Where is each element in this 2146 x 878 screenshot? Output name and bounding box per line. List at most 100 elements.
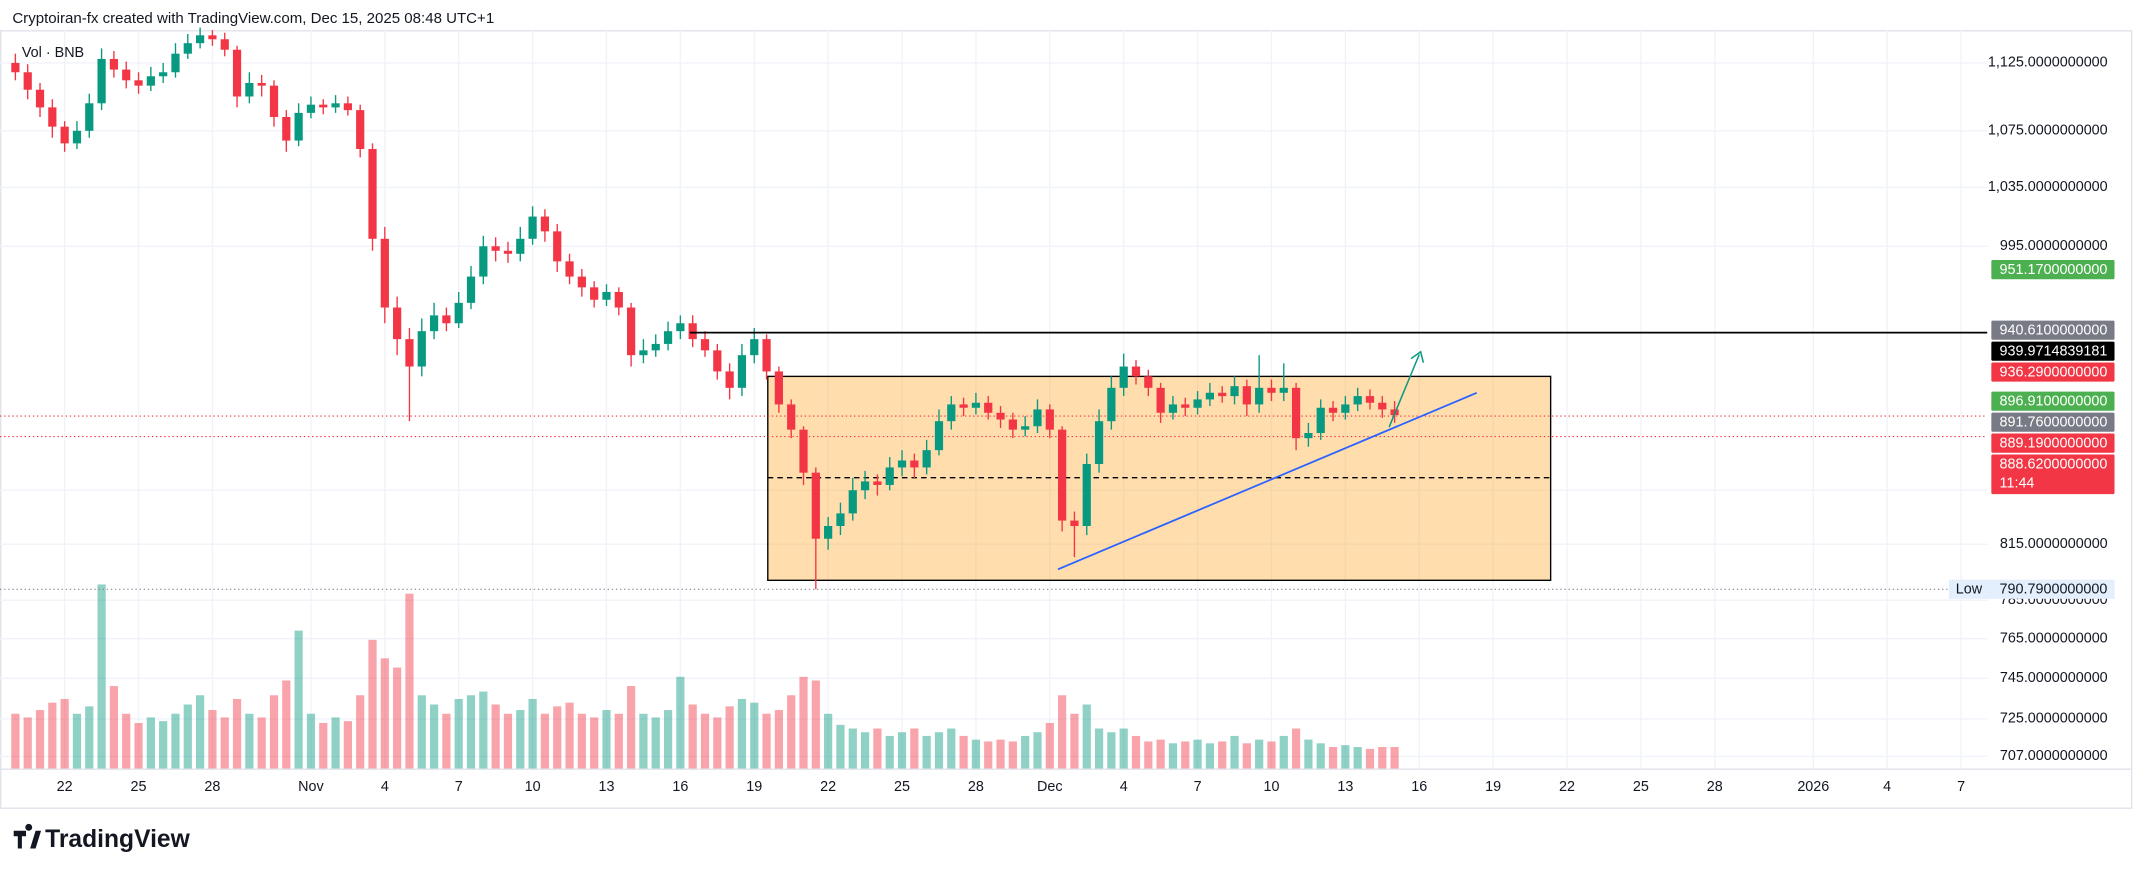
volume-bar — [750, 702, 759, 770]
volume-bar — [971, 739, 981, 770]
candle-body — [23, 72, 32, 90]
price-tag-label: 936.2900000000 — [2000, 365, 2108, 381]
volume-bar — [824, 713, 833, 770]
candle-body — [220, 39, 229, 50]
volume-bar — [60, 698, 69, 770]
x-tick-label: 22 — [1559, 779, 1575, 795]
candle-body — [860, 481, 870, 491]
candle-body — [282, 116, 291, 141]
volume-bar — [553, 706, 562, 770]
price-tag-label: 940.6100000000 — [2000, 323, 2108, 339]
volume-bar — [1119, 728, 1128, 770]
volume-bar — [1304, 739, 1313, 770]
volume-bar — [1341, 745, 1350, 770]
volume-bar — [1353, 747, 1362, 770]
candle-body — [503, 250, 513, 254]
x-tick-label: 4 — [1120, 779, 1128, 795]
volume-bar — [122, 713, 131, 770]
x-tick-label: 22 — [57, 779, 73, 795]
volume-bar — [1378, 747, 1387, 770]
volume-bar — [811, 680, 820, 770]
candle-body — [971, 402, 981, 408]
volume-bar — [35, 710, 45, 770]
candle-body — [565, 261, 574, 277]
countdown: 11:44 — [2000, 476, 2035, 492]
y-tick-label: 995.0000000000 — [2000, 238, 2108, 254]
x-tick-label: 7 — [1957, 779, 1965, 795]
volume-bar — [380, 658, 389, 770]
volume-bar — [1193, 739, 1202, 770]
candle-body — [553, 231, 562, 262]
candle-body — [294, 112, 303, 141]
trend-line — [1057, 391, 1478, 571]
candle-body — [1365, 396, 1375, 403]
volume-bar — [602, 710, 611, 770]
volume-bar — [565, 702, 574, 770]
volume-bar — [836, 724, 845, 770]
x-tick-label: Dec — [1037, 779, 1063, 795]
candle-body — [380, 238, 389, 308]
candle-body — [1218, 392, 1227, 397]
candle-body — [614, 291, 623, 308]
arrow-line — [1388, 354, 1420, 428]
candle-body — [356, 110, 365, 149]
volume-bar — [429, 704, 439, 770]
volume-bar — [11, 713, 20, 770]
volume-bar — [885, 735, 894, 770]
candle-body — [639, 350, 648, 356]
candle-body — [454, 302, 463, 324]
x-tick-label: 28 — [1707, 779, 1723, 795]
candle-body — [405, 339, 414, 367]
candle-body — [897, 460, 907, 468]
volume-bar — [269, 695, 279, 770]
volume-bar — [774, 710, 783, 770]
volume-bar — [848, 728, 857, 770]
candle-body — [996, 412, 1005, 420]
candle-body — [466, 276, 476, 303]
volume-bar — [491, 704, 500, 770]
candle-body — [1205, 392, 1214, 400]
price-tag-label: 896.9100000000 — [2000, 394, 2108, 410]
volume-bar — [405, 593, 414, 770]
y-tick-label: 1,125.0000000000 — [1988, 55, 2108, 71]
candle-body — [183, 43, 192, 54]
volume-bar — [1181, 741, 1190, 770]
candle-body — [688, 323, 697, 340]
candle-body — [35, 89, 45, 108]
volume-bar — [910, 728, 919, 770]
x-tick-label: 28 — [968, 779, 984, 795]
candle-body — [811, 472, 820, 539]
volume-bar — [319, 722, 328, 770]
price-tag — [1991, 433, 2115, 453]
volume-bar — [787, 695, 796, 770]
candle-body — [85, 103, 94, 131]
candle-body — [429, 315, 439, 332]
candle-body — [1082, 463, 1091, 527]
volume-bar — [48, 702, 57, 770]
candle-body — [331, 103, 340, 108]
volume-bar — [1058, 695, 1067, 770]
candle-body — [1291, 387, 1301, 439]
volume-bar — [171, 713, 180, 770]
volume-bar — [873, 728, 882, 770]
x-tick-label: 10 — [1263, 779, 1279, 795]
candle-body — [627, 307, 636, 356]
low-tag — [1948, 579, 2115, 599]
volume-bar — [282, 680, 291, 770]
candle-body — [159, 72, 168, 77]
volume-bar — [466, 695, 476, 770]
y-tick-label: 1,035.0000000000 — [1988, 179, 2108, 195]
y-tick-label: 707.0000000000 — [2000, 748, 2108, 764]
volume-bar — [1070, 713, 1079, 770]
price-tag — [1991, 341, 2115, 361]
candle-body — [97, 58, 106, 104]
volume-bar — [503, 713, 513, 770]
volume-bar — [516, 710, 525, 770]
x-tick-label: 2026 — [1797, 779, 1829, 795]
volume-bar — [97, 584, 106, 770]
volume-bar — [614, 713, 623, 770]
candle-body — [257, 82, 266, 86]
volume-bar — [72, 713, 82, 770]
price-tag — [1991, 454, 2115, 495]
candle-body — [984, 402, 993, 413]
